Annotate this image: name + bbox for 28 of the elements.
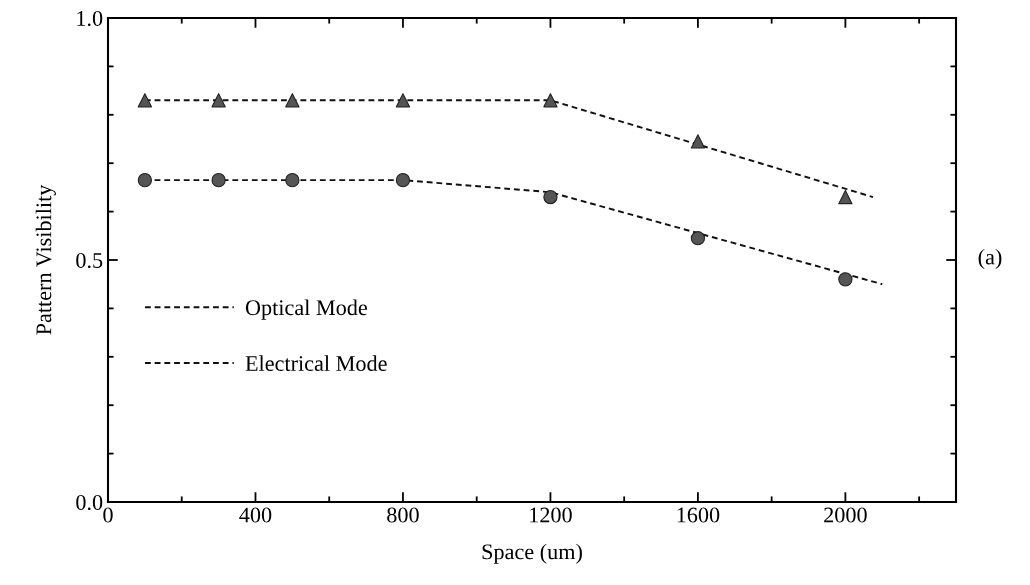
point: [395, 93, 411, 108]
point: [838, 189, 853, 205]
point: [137, 172, 153, 188]
x-tick-label: 1200: [530, 507, 572, 523]
y-tick-label: 0.0: [76, 494, 103, 511]
x-tick-label: 800: [387, 507, 419, 523]
point: [690, 134, 706, 149]
point: [543, 189, 558, 205]
legend-label: Optical Mode: [245, 299, 367, 320]
point: [211, 172, 226, 188]
point: [395, 172, 411, 188]
x-axis-title: Space (um): [482, 543, 582, 564]
x-tick-label: 0: [103, 507, 113, 523]
point: [285, 172, 300, 188]
point: [211, 93, 226, 108]
x-tick-label: 2000: [824, 507, 867, 523]
point: [690, 231, 706, 246]
legend-label: Electrical Mode: [245, 355, 387, 372]
x-tick-label: 400: [239, 507, 272, 523]
text: (a): [978, 248, 1002, 270]
point: [838, 272, 853, 287]
x-tick-label: 1600: [677, 507, 720, 523]
point: [543, 93, 558, 108]
y-tick-label: 1.0: [77, 10, 103, 27]
y-tick-label: 0.5: [76, 252, 103, 269]
point: [137, 93, 153, 108]
y-axis-title: Pattern Visibility: [35, 184, 56, 335]
point: [285, 93, 300, 108]
